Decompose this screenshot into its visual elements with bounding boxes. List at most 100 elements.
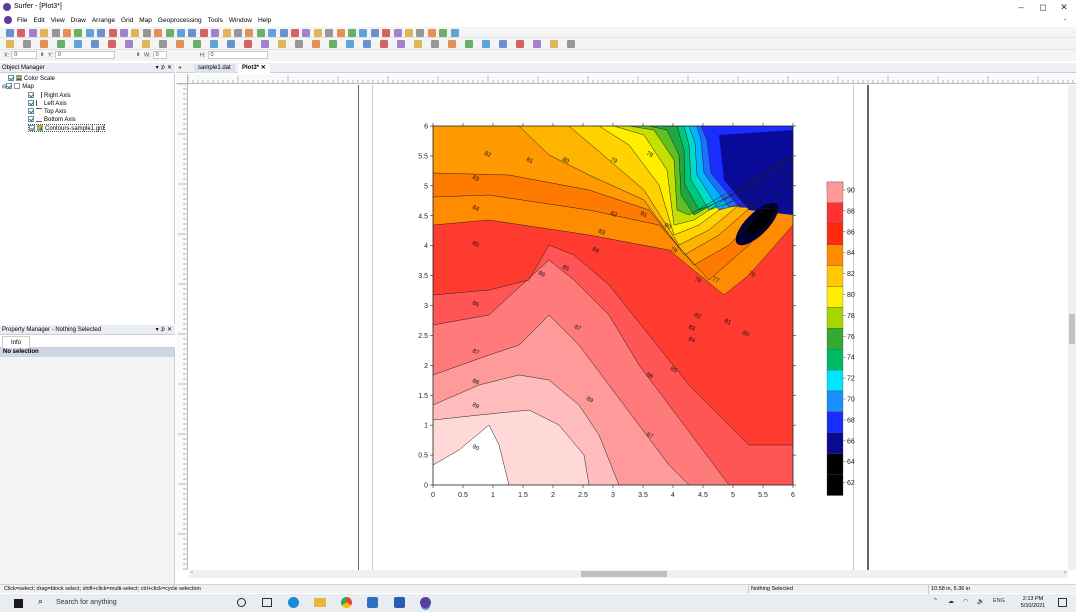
- network-icon[interactable]: ◠: [963, 599, 969, 605]
- search-placeholder[interactable]: Search for anything: [56, 599, 117, 606]
- edge-browser-icon[interactable]: [288, 597, 299, 608]
- scroll-thumb[interactable]: [581, 571, 667, 577]
- doc-minimize-button[interactable]: -: [1064, 17, 1067, 24]
- toolbar-button-icon[interactable]: [74, 40, 82, 48]
- contour-map[interactable]: 82 81 80 79 78 83 84 85 86 87 88 89 90 82 81 80 83 84 85 86…: [189, 85, 1068, 570]
- calendar-app-icon[interactable]: [367, 597, 378, 608]
- toolbar-button-icon[interactable]: [370, 28, 379, 37]
- toolbar-button-icon[interactable]: [188, 28, 197, 37]
- taskbar-search[interactable]: ⌕ Search for anything: [34, 594, 214, 612]
- menu-window[interactable]: Window: [228, 17, 252, 24]
- checkbox-icon[interactable]: [8, 75, 14, 82]
- toolbar-button-icon[interactable]: [234, 28, 242, 37]
- toolbar-button-icon[interactable]: [268, 28, 277, 37]
- toolbar-button-icon[interactable]: [159, 40, 167, 48]
- toolbar-button-icon[interactable]: [291, 28, 299, 37]
- surfer-taskbar-icon[interactable]: [420, 597, 431, 608]
- toolbar-button-icon[interactable]: [405, 28, 413, 37]
- toolbar-button-icon[interactable]: [6, 40, 14, 48]
- menu-geoprocessing[interactable]: Geoprocessing: [157, 17, 202, 24]
- menu-view[interactable]: View: [50, 17, 65, 24]
- y-coord-field[interactable]: Y: 0: [48, 51, 115, 60]
- toolbar-button-icon[interactable]: [210, 40, 218, 48]
- surfer-menu-icon[interactable]: [4, 16, 12, 25]
- tab-scroll-left-icon[interactable]: ◂: [178, 65, 182, 71]
- tree-item-right-axis[interactable]: Right Axis: [28, 92, 71, 100]
- toolbar-button-icon[interactable]: [28, 28, 37, 37]
- toolbar-button-icon[interactable]: [450, 28, 459, 37]
- toolbar-button-icon[interactable]: [91, 40, 99, 48]
- toolbar-button-icon[interactable]: [329, 40, 337, 48]
- horizontal-scrollbar[interactable]: ‹ ›: [189, 570, 1068, 578]
- close-button[interactable]: ✕: [1060, 2, 1068, 12]
- toolbar-button-icon[interactable]: [40, 28, 49, 37]
- notifications-icon[interactable]: [1058, 598, 1067, 607]
- tab-sample1-dat[interactable]: sample1.dat: [194, 64, 235, 73]
- menu-map[interactable]: Map: [139, 17, 152, 24]
- toolbar-button-icon[interactable]: [17, 28, 26, 37]
- toolbar-button-icon[interactable]: [346, 40, 354, 48]
- toolbar-button-icon[interactable]: [567, 40, 575, 48]
- toolbar-button-icon[interactable]: [63, 28, 71, 37]
- toolbar-button-icon[interactable]: [227, 40, 235, 48]
- toolbar-button-icon[interactable]: [256, 28, 265, 37]
- file-explorer-icon[interactable]: [314, 598, 326, 607]
- toolbar-button-icon[interactable]: [165, 28, 174, 37]
- object-manager-controls[interactable]: ▾ ⊅ ✕: [155, 65, 172, 71]
- toolbar-button-icon[interactable]: [313, 28, 322, 37]
- menu-grid[interactable]: Grid: [120, 17, 134, 24]
- toolbar-button-icon[interactable]: [499, 40, 507, 48]
- toolbar-button-icon[interactable]: [427, 28, 436, 37]
- toolbar-button-icon[interactable]: [550, 40, 558, 48]
- toolbar-button-icon[interactable]: [57, 40, 65, 48]
- toolbar-button-icon[interactable]: [279, 28, 288, 37]
- toolbar-button-icon[interactable]: [312, 40, 320, 48]
- toolbar-button-icon[interactable]: [397, 40, 405, 48]
- menu-tools[interactable]: Tools: [207, 17, 223, 24]
- tree-item-map[interactable]: ⊟ Map: [2, 83, 34, 90]
- tab-plot3[interactable]: Plot3* ✕: [238, 64, 270, 73]
- toolbar-button-icon[interactable]: [154, 28, 163, 37]
- toolbar-button-icon[interactable]: [131, 28, 140, 37]
- plot-canvas[interactable]: 82 81 80 79 78 83 84 85 86 87 88 89 90 82 81 80 83 84 85 86…: [189, 85, 1068, 570]
- clock-time[interactable]: 2:13 PM: [1022, 596, 1044, 602]
- clock-date[interactable]: 5/10/2021: [1020, 603, 1046, 609]
- toolbar-button-icon[interactable]: [85, 28, 94, 37]
- toolbar-button-icon[interactable]: [448, 40, 456, 48]
- toolbar-button-icon[interactable]: [416, 28, 425, 37]
- menu-help[interactable]: Help: [257, 17, 272, 24]
- y-spin-icon[interactable]: ⬍: [136, 52, 141, 58]
- toolbar-button-icon[interactable]: [199, 28, 208, 37]
- menu-file[interactable]: File: [17, 17, 28, 24]
- color-scale[interactable]: 90 88 86 84 82 80 78 76 74 72 70 68 66 64 62: [826, 181, 855, 496]
- cloud-icon[interactable]: ☁: [948, 599, 954, 605]
- menu-draw[interactable]: Draw: [70, 17, 86, 24]
- toolbar-button-icon[interactable]: [482, 40, 490, 48]
- tree-item-left-axis[interactable]: Left Axis: [28, 100, 67, 108]
- toolbar-button-icon[interactable]: [261, 40, 269, 48]
- toolbar-button-icon[interactable]: [120, 28, 128, 37]
- scroll-thumb[interactable]: [1069, 314, 1075, 344]
- close-tab-icon[interactable]: ✕: [260, 65, 266, 71]
- toolbar-button-icon[interactable]: [393, 28, 402, 37]
- scroll-right-icon[interactable]: ›: [1064, 570, 1066, 576]
- x-spin-icon[interactable]: ⬍: [40, 52, 45, 58]
- h-coord-field[interactable]: H: 0: [200, 51, 268, 60]
- toolbar-button-icon[interactable]: [244, 40, 252, 48]
- toolbar-button-icon[interactable]: [125, 40, 133, 48]
- volume-icon[interactable]: 🔈: [977, 599, 985, 605]
- x-coord-field[interactable]: X: 0: [4, 51, 38, 60]
- checkbox-icon[interactable]: [29, 125, 35, 132]
- toolbar-button-icon[interactable]: [6, 28, 14, 37]
- start-windows-icon[interactable]: [14, 599, 23, 608]
- cortana-icon[interactable]: [237, 598, 246, 607]
- toolbar-button-icon[interactable]: [278, 40, 286, 48]
- tree-item-bottom-axis[interactable]: Bottom Axis: [28, 116, 76, 124]
- toolbar-button-icon[interactable]: [245, 28, 254, 37]
- tree-item-color-scale[interactable]: Color Scale: [8, 75, 55, 83]
- toolbar-button-icon[interactable]: [211, 28, 220, 37]
- checkbox-icon[interactable]: [28, 92, 34, 99]
- toolbar-button-icon[interactable]: [23, 40, 31, 48]
- collapse-icon[interactable]: ⊟: [2, 84, 7, 90]
- toolbar-button-icon[interactable]: [516, 40, 524, 48]
